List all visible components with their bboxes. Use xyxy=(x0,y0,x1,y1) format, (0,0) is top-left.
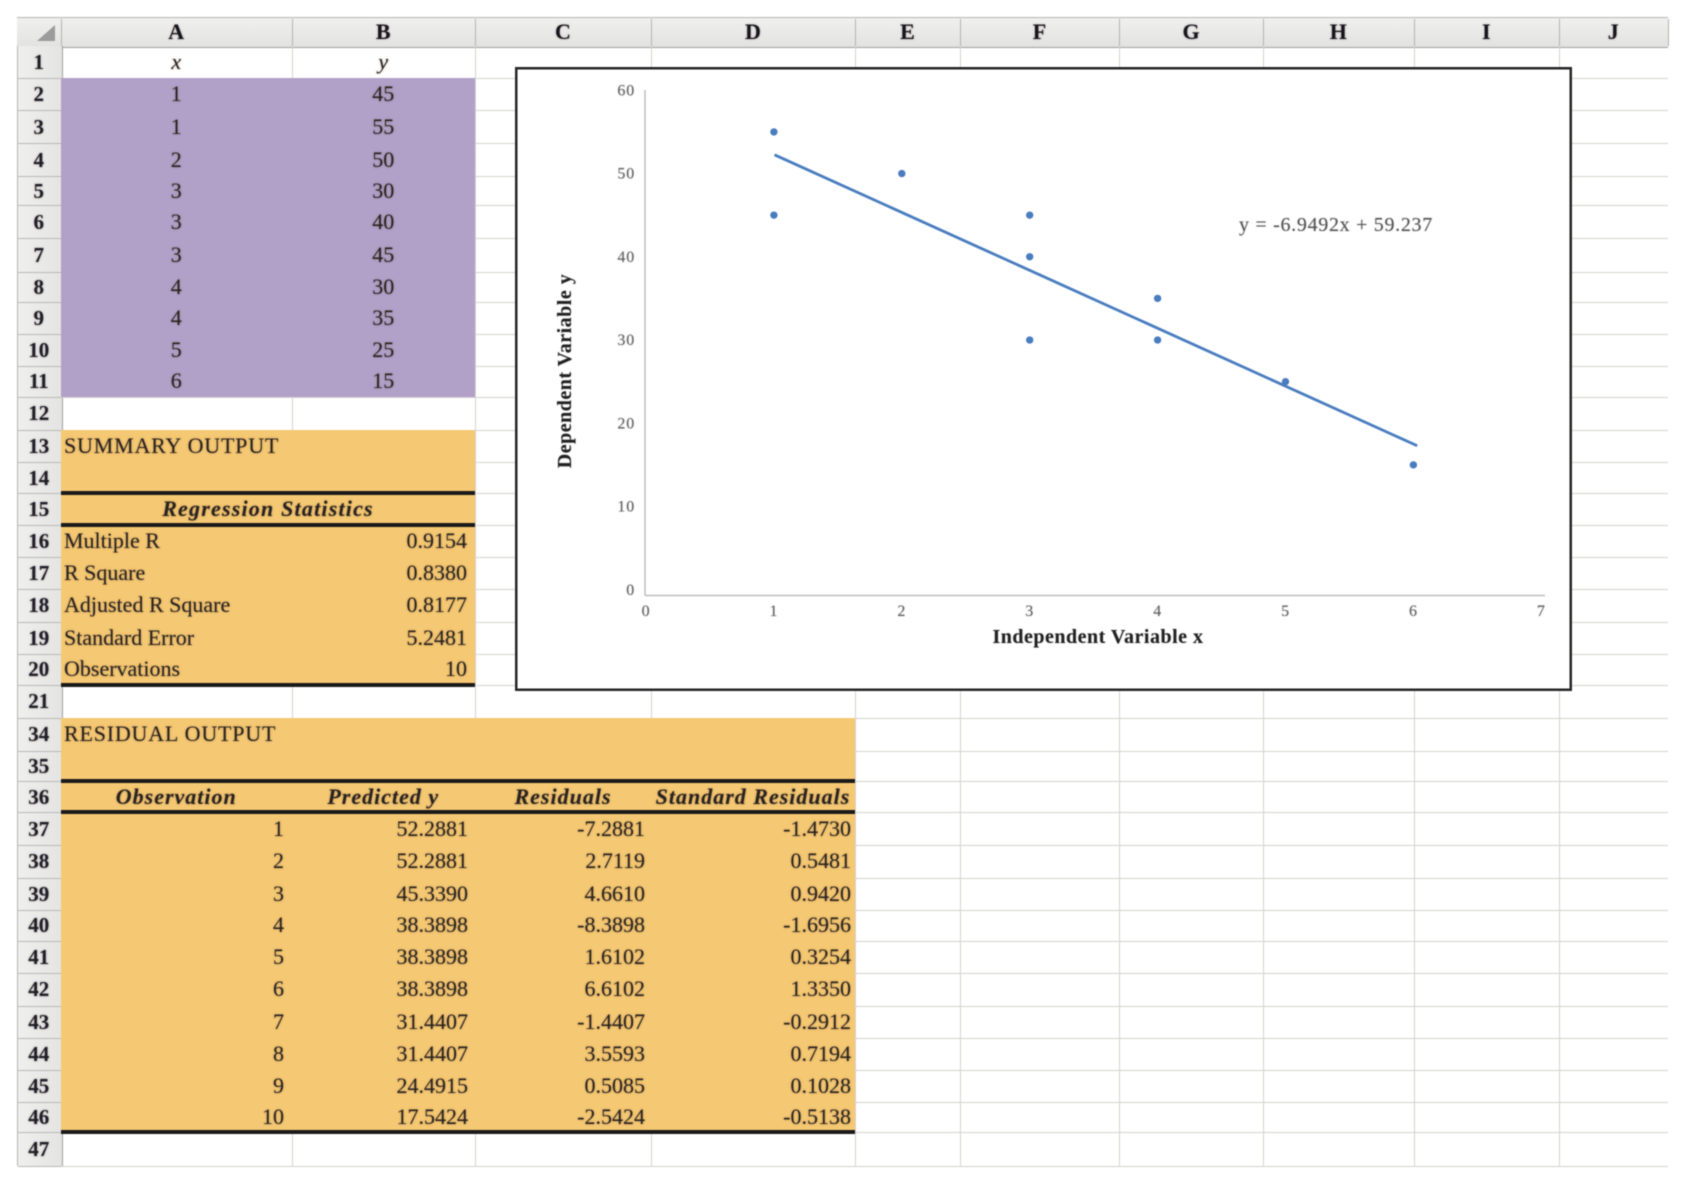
svg-text:50: 50 xyxy=(617,166,635,183)
svg-text:6: 6 xyxy=(1409,603,1418,620)
svg-text:60: 60 xyxy=(617,82,635,99)
svg-text:Dependent Variable y: Dependent Variable y xyxy=(554,274,576,468)
svg-text:7: 7 xyxy=(1537,603,1546,620)
svg-text:1: 1 xyxy=(769,603,778,620)
svg-text:2: 2 xyxy=(897,603,906,620)
svg-text:Independent Variable x: Independent Variable x xyxy=(992,626,1203,648)
svg-text:5: 5 xyxy=(1281,603,1290,620)
svg-text:0: 0 xyxy=(626,582,635,599)
svg-text:y = -6.9492x + 59.237: y = -6.9492x + 59.237 xyxy=(1239,214,1433,236)
svg-text:20: 20 xyxy=(617,415,635,432)
svg-text:3: 3 xyxy=(1025,603,1034,620)
svg-text:40: 40 xyxy=(617,249,635,266)
svg-text:10: 10 xyxy=(617,499,635,516)
svg-text:30: 30 xyxy=(617,332,635,349)
svg-text:4: 4 xyxy=(1153,603,1162,620)
svg-text:0: 0 xyxy=(642,603,651,620)
